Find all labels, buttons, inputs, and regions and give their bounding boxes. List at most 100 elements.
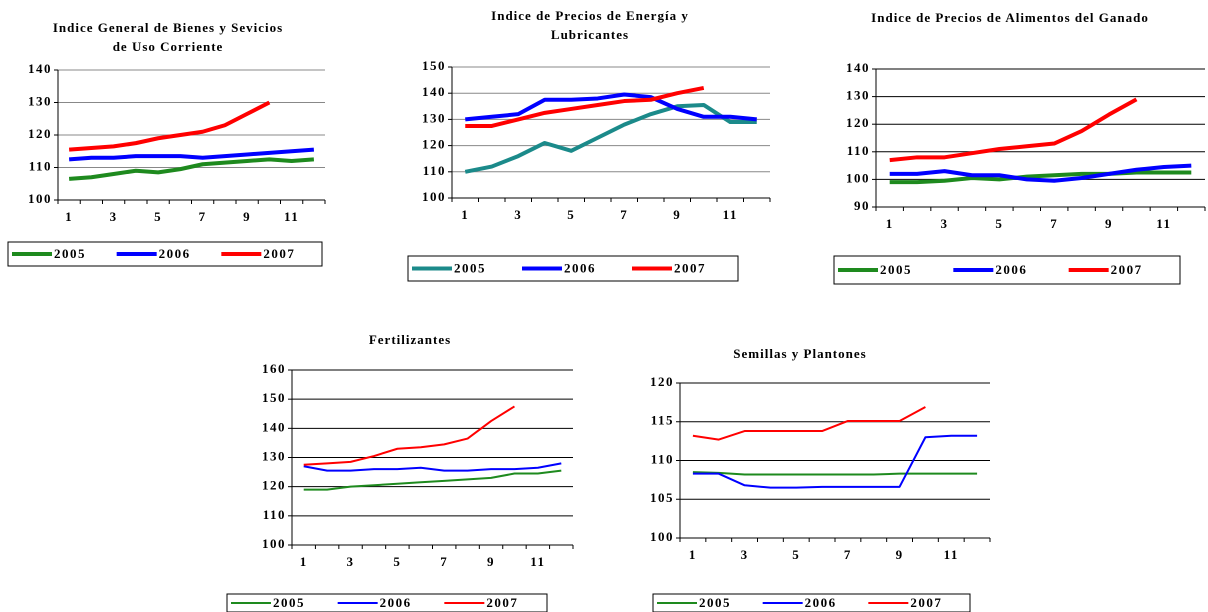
y-tick-label: 110 bbox=[423, 163, 446, 178]
x-tick-label: 3 bbox=[941, 216, 949, 231]
y-tick-label: 100 bbox=[846, 170, 870, 185]
legend-label: 2006 bbox=[380, 595, 412, 610]
x-tick-label: 3 bbox=[347, 554, 355, 569]
x-tick-label: 5 bbox=[995, 216, 1003, 231]
x-tick-label: 3 bbox=[741, 547, 749, 562]
y-tick-label: 110 bbox=[651, 451, 674, 466]
y-tick-label: 100 bbox=[262, 536, 286, 551]
x-tick-label: 5 bbox=[792, 547, 800, 562]
legend-label: 2005 bbox=[880, 262, 912, 277]
data-line bbox=[68, 147, 315, 162]
data-line bbox=[692, 434, 978, 489]
data-line bbox=[68, 100, 271, 152]
chart-title: Fertilizantes bbox=[368, 332, 452, 347]
legend-label: 2005 bbox=[273, 595, 305, 610]
x-tick-label: 1 bbox=[65, 209, 73, 224]
y-tick-label: 115 bbox=[651, 413, 674, 428]
x-tick-label: 7 bbox=[199, 209, 207, 224]
x-tick-label: 9 bbox=[243, 209, 251, 224]
y-tick-label: 100 bbox=[422, 189, 446, 204]
legend-label: 2007 bbox=[1111, 262, 1143, 277]
data-line bbox=[889, 170, 1192, 185]
legend-box bbox=[226, 593, 548, 612]
y-tick-label: 130 bbox=[846, 88, 870, 103]
y-tick-label: 130 bbox=[262, 448, 286, 463]
y-tick-label: 150 bbox=[422, 58, 446, 73]
data-line bbox=[68, 157, 315, 181]
y-tick-label: 140 bbox=[28, 61, 52, 76]
legend-label: 2006 bbox=[564, 260, 596, 275]
data-line bbox=[889, 163, 1192, 183]
data-line bbox=[464, 102, 757, 174]
legend-label: 2007 bbox=[674, 260, 706, 275]
x-tick-label: 3 bbox=[110, 209, 118, 224]
y-tick-label: 120 bbox=[28, 126, 52, 141]
y-tick-label: 140 bbox=[422, 84, 446, 99]
x-tick-label: 1 bbox=[300, 554, 308, 569]
legend-label: 2005 bbox=[699, 595, 731, 610]
legend-label: 2007 bbox=[263, 246, 295, 261]
x-tick-label: 11 bbox=[284, 209, 299, 224]
y-tick-label: 140 bbox=[262, 419, 286, 434]
legend-label: 2005 bbox=[54, 246, 86, 261]
x-tick-label: 7 bbox=[1050, 216, 1058, 231]
y-tick-label: 130 bbox=[28, 93, 52, 108]
legend-box bbox=[7, 241, 323, 267]
x-tick-label: 1 bbox=[461, 207, 469, 222]
data-line bbox=[303, 462, 562, 472]
y-tick-label: 90 bbox=[854, 198, 870, 213]
y-tick-label: 110 bbox=[29, 158, 52, 173]
x-tick-label: 9 bbox=[896, 547, 904, 562]
x-tick-label: 7 bbox=[844, 547, 852, 562]
y-tick-label: 120 bbox=[262, 478, 286, 493]
chart-title: Indice de Precios de Alimentos del Ganad… bbox=[871, 10, 1149, 25]
x-tick-label: 5 bbox=[154, 209, 162, 224]
y-tick-label: 110 bbox=[263, 507, 286, 522]
legend-label: 2006 bbox=[805, 595, 837, 610]
y-tick-label: 120 bbox=[846, 115, 870, 130]
legend-label: 2005 bbox=[454, 260, 486, 275]
x-tick-label: 1 bbox=[886, 216, 894, 231]
data-line bbox=[692, 406, 926, 441]
data-line bbox=[465, 92, 757, 122]
legend-label: 2007 bbox=[486, 595, 518, 610]
legend-box bbox=[652, 593, 971, 612]
chart-title: Indice de Precios de Energía y Lubricant… bbox=[491, 8, 689, 42]
y-tick-label: 160 bbox=[262, 361, 286, 376]
y-tick-label: 150 bbox=[262, 390, 286, 405]
legend-box bbox=[833, 255, 1181, 285]
y-tick-label: 105 bbox=[650, 490, 674, 505]
x-tick-label: 7 bbox=[440, 554, 448, 569]
y-tick-label: 120 bbox=[650, 374, 674, 389]
x-tick-label: 3 bbox=[514, 207, 522, 222]
x-tick-label: 9 bbox=[673, 207, 681, 222]
x-tick-label: 1 bbox=[689, 547, 697, 562]
y-tick-label: 110 bbox=[847, 143, 870, 158]
data-line bbox=[465, 85, 705, 128]
y-tick-label: 140 bbox=[846, 60, 870, 75]
x-tick-label: 11 bbox=[1156, 216, 1171, 231]
x-tick-label: 5 bbox=[567, 207, 575, 222]
legend-label: 2006 bbox=[995, 262, 1027, 277]
y-tick-label: 100 bbox=[28, 191, 52, 206]
x-tick-label: 9 bbox=[1105, 216, 1113, 231]
legend-box bbox=[407, 255, 739, 282]
legend-label: 2007 bbox=[910, 595, 942, 610]
legend-label: 2006 bbox=[159, 246, 191, 261]
data-line bbox=[692, 471, 978, 476]
y-tick-label: 100 bbox=[650, 529, 674, 544]
y-tick-label: 130 bbox=[422, 110, 446, 125]
data-line bbox=[889, 97, 1138, 163]
x-tick-label: 5 bbox=[393, 554, 401, 569]
data-line bbox=[303, 469, 562, 491]
x-tick-label: 9 bbox=[487, 554, 495, 569]
x-tick-label: 7 bbox=[620, 207, 628, 222]
x-tick-label: 11 bbox=[723, 207, 738, 222]
x-tick-label: 11 bbox=[944, 547, 959, 562]
chart-title: Semillas y Plantones bbox=[733, 346, 867, 361]
chart-title: Indice General de Bienes y Sevicios de U… bbox=[52, 20, 284, 54]
data-line bbox=[303, 405, 515, 466]
y-tick-label: 120 bbox=[422, 137, 446, 152]
